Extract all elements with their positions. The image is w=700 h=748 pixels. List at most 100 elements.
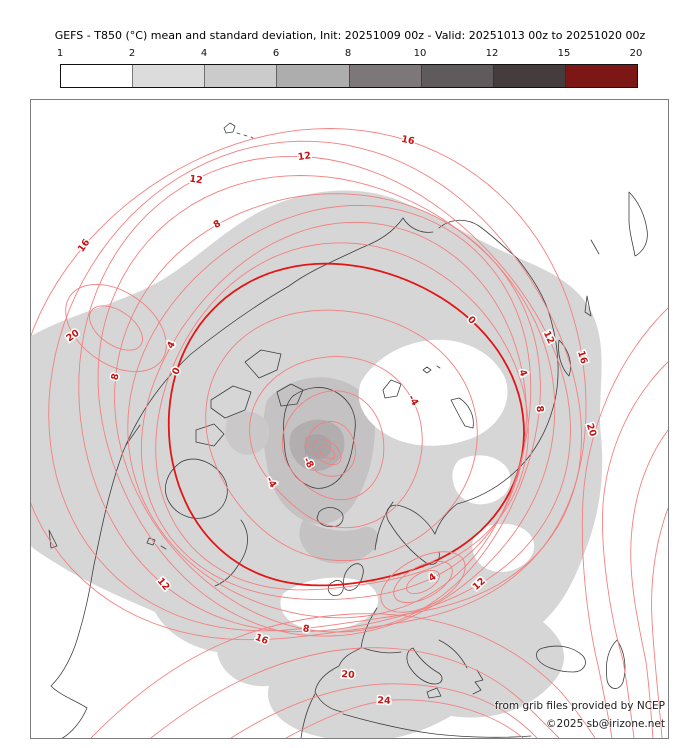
colorbar-swatch — [492, 65, 565, 87]
contour-loop — [89, 305, 143, 351]
stddev-shading — [358, 339, 508, 446]
contour-line--4 — [249, 356, 423, 529]
chart-title: GEFS - T850 (°C) mean and standard devia… — [54, 29, 646, 42]
colorbar-ticks: 1 2 4 6 8 10 12 15 20 — [0, 48, 700, 60]
colorbar-swatch — [564, 65, 637, 87]
coastline — [382, 379, 402, 399]
coastline — [628, 191, 648, 257]
colorbar-swatch — [132, 65, 205, 87]
map-frame: 0 0 4 4 4 8 8 8 8 12 12 12 12 16 16 16 16 -8 -4 -4 20 20 24 20 1… — [30, 99, 669, 739]
coastline — [584, 295, 592, 317]
contour-line--6 — [281, 390, 385, 501]
contour-line-22 — [630, 429, 668, 738]
stddev-shading — [304, 434, 332, 460]
contour-line-22 — [230, 683, 538, 738]
coastline — [243, 134, 248, 137]
stddev-shading — [472, 523, 535, 572]
contour-loop — [393, 560, 453, 604]
colorbar-tick: 12 — [485, 48, 499, 59]
colorbar-swatch — [348, 65, 421, 87]
coastline — [146, 537, 156, 546]
coastline — [422, 366, 432, 374]
contour-label: 20 — [341, 669, 355, 681]
contour-label: 8 — [533, 405, 545, 413]
coastline — [160, 545, 167, 550]
coastline — [406, 647, 443, 685]
coastline — [402, 217, 434, 233]
colorbar-tick: 8 — [344, 48, 352, 59]
colorbar-tick: 1 — [56, 48, 64, 59]
contour-line-20 — [150, 647, 560, 738]
coastline — [223, 122, 236, 134]
contour-line-0 — [167, 262, 525, 587]
colorbar-tick: 10 — [413, 48, 427, 59]
coastline — [450, 397, 474, 429]
colorbar-swatch — [276, 65, 349, 87]
contour-label: 8 — [302, 623, 311, 635]
contour-line-18 — [581, 307, 668, 738]
contour-line-2 — [155, 242, 529, 591]
colorbar-swatch — [204, 65, 277, 87]
contour-line-6 — [127, 204, 532, 619]
contour-loop — [318, 444, 336, 460]
contour-label: 24 — [377, 695, 391, 707]
contour-label: 12 — [297, 150, 312, 163]
contour-line-10 — [97, 175, 556, 637]
coastline — [342, 713, 532, 738]
contour-loop — [380, 551, 466, 613]
map-canvas: 0044488881212121216161616-8-4-4202024201… — [31, 100, 668, 738]
coastline — [472, 669, 484, 695]
coastline — [362, 647, 402, 654]
coastline — [210, 385, 252, 419]
coastline — [386, 504, 440, 565]
coastline — [605, 639, 626, 689]
contour-line-24 — [651, 507, 668, 738]
colorbar-swatch — [420, 65, 493, 87]
contour-loop — [312, 438, 342, 466]
coastline — [436, 365, 441, 369]
coastline — [343, 563, 364, 591]
coastline — [536, 645, 586, 673]
contour-line--2 — [205, 309, 478, 562]
stddev-shading — [452, 455, 511, 505]
contour-line-24 — [285, 699, 524, 738]
coastline — [327, 580, 344, 596]
credit-copyright: ©2025 sb@irizone.net — [546, 718, 665, 730]
contour-label: 12 — [189, 174, 204, 187]
contour-line--8 — [305, 421, 356, 477]
credit-source: from grib files provided by NCEP — [494, 700, 665, 712]
colorbar-tick: 4 — [200, 48, 208, 59]
coastline — [426, 687, 442, 699]
coastline — [316, 507, 344, 528]
stddev-shading — [299, 520, 379, 564]
coastline — [314, 607, 378, 713]
contour-line-18 — [90, 613, 596, 738]
colorbar-tick: 15 — [557, 48, 571, 59]
contour-line-20 — [602, 361, 668, 738]
coastline — [50, 569, 94, 738]
colorbar-swatch — [61, 65, 133, 87]
coastline — [374, 501, 394, 551]
contour-line-12 — [78, 155, 571, 633]
contour-loop — [406, 569, 440, 595]
contour-line-14 — [48, 140, 582, 632]
coastline — [92, 217, 404, 571]
coastline — [434, 219, 559, 535]
coastline — [558, 339, 571, 377]
coastline — [250, 136, 254, 139]
contour-loop — [65, 283, 167, 373]
contour-line-4 — [140, 221, 527, 601]
contour-label: 16 — [400, 134, 416, 148]
coastline — [276, 383, 304, 407]
coastline — [244, 349, 282, 379]
colorbar — [60, 64, 638, 88]
stddev-shading — [225, 411, 270, 455]
coastline — [236, 132, 241, 135]
colorbar-tick: 20 — [629, 48, 643, 59]
coastline — [195, 423, 225, 447]
colorbar-tick: 2 — [128, 48, 136, 59]
coastline — [590, 239, 600, 255]
colorbar-tick: 6 — [272, 48, 280, 59]
contour-line-16 — [31, 128, 587, 641]
